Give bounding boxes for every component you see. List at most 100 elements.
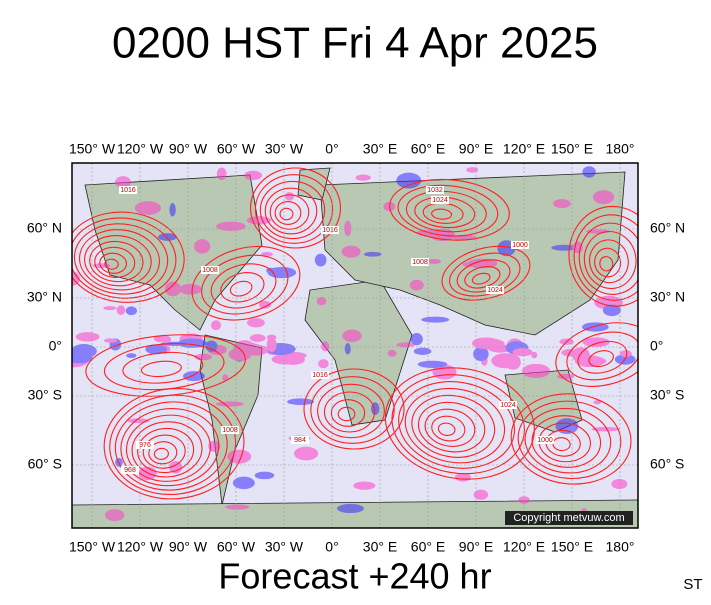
precip-patch (116, 305, 126, 316)
lon-label-bottom: 30° E (363, 539, 397, 555)
precip-patch (473, 489, 489, 500)
isobar-label-bg (499, 401, 517, 409)
precip-patch (280, 354, 305, 365)
isobar (99, 252, 128, 274)
isobar (72, 217, 177, 299)
precip-patch (593, 400, 602, 405)
lon-label-top: 120° W (117, 141, 164, 157)
isobar (73, 223, 169, 295)
isobar (72, 211, 185, 303)
isobar (531, 415, 602, 468)
precip-patch (318, 359, 329, 369)
graticule (72, 163, 638, 528)
precip-patch (505, 355, 521, 370)
isobar (588, 350, 614, 368)
isobar (524, 407, 612, 474)
precip-patch (593, 190, 615, 205)
isobar-labels: 1016 1008 1024 1032 1016 1024 1008 1000 1016 984 1… (119, 186, 554, 474)
isobar (398, 381, 516, 469)
precip-patch (216, 167, 227, 181)
isobar (220, 272, 265, 303)
precip-patch (115, 457, 123, 467)
isobar-label-bg (426, 186, 444, 194)
copyright: Copyright metvuw.com (513, 512, 624, 524)
isobar-label-bg (321, 226, 339, 234)
isobar (125, 414, 211, 482)
isobar (566, 331, 638, 381)
isobar (397, 184, 499, 237)
isobar (229, 280, 253, 297)
precip-patch (126, 353, 137, 359)
lat-label-right: 30° S (650, 387, 684, 403)
lat-label-left: 0° (49, 338, 62, 354)
lon-label-bottom: 90° W (169, 539, 208, 555)
map-frame (71, 162, 639, 529)
precip-patch (342, 329, 362, 343)
isobar (411, 394, 496, 458)
lon-label-bottom: 30° W (265, 539, 304, 555)
precip-patch (580, 356, 607, 366)
precip-patch (582, 337, 610, 347)
isobar (437, 422, 456, 437)
isobar (589, 239, 629, 284)
precip-patch (471, 337, 501, 350)
isobar (79, 229, 160, 291)
lon-label-top: 150° W (69, 141, 116, 157)
precip-patch (215, 401, 244, 407)
lat-label-left: 30° S (28, 387, 62, 403)
isobar-label: 1024 (500, 402, 516, 409)
isobar-label: 976 (139, 442, 151, 449)
precip-patch (164, 281, 181, 297)
isobar (264, 187, 318, 235)
precip-patch (363, 251, 382, 257)
lat-label-right: 60° N (650, 220, 685, 236)
isobar (471, 272, 491, 285)
precip-patch (261, 251, 273, 257)
isobar (85, 334, 246, 397)
isobar (337, 406, 356, 422)
precip-patch (254, 471, 275, 480)
precip-patch (72, 271, 80, 286)
precip-patch (259, 300, 272, 309)
map: 1016 1008 1024 1032 1016 1024 1008 1000 1016 984 1… (72, 163, 638, 528)
isobar-label: 1016 (120, 187, 136, 194)
isobar-label: 984 (294, 437, 306, 444)
isobar (254, 174, 334, 244)
isobar-label-bg (121, 466, 139, 474)
lat-label-left: 60° S (28, 456, 62, 472)
precip-patch (467, 258, 498, 269)
precip-patch (396, 172, 422, 189)
isobar-label-bg (431, 196, 449, 204)
isobar (510, 393, 632, 485)
lat-label-right: 30° N (650, 289, 685, 305)
precip-patch (396, 342, 415, 348)
isobar (140, 360, 182, 378)
isobar (323, 391, 376, 433)
precip-patch (194, 239, 211, 254)
precip-patch (161, 335, 172, 344)
isobar (568, 205, 638, 307)
isobar (517, 400, 622, 480)
isobar (310, 376, 395, 444)
precip-patch (582, 166, 596, 178)
precip-patch (336, 503, 364, 514)
isobar-label: 1016 (322, 227, 338, 234)
isobar (404, 387, 506, 464)
precip-patch (553, 199, 571, 209)
lon-label-top: 60° W (217, 141, 256, 157)
isobar-label: 1000 (537, 437, 553, 444)
isobar (89, 240, 144, 283)
isobar-label-bg (486, 286, 504, 294)
precip-patch (417, 360, 448, 368)
precip-patch (602, 304, 621, 317)
lon-label-top: 90° W (169, 141, 208, 157)
isobar-label: 1008 (202, 267, 218, 274)
isobar (153, 447, 169, 460)
precip-patch (115, 176, 131, 189)
precip-patch (531, 351, 538, 359)
isobar-label-bg (119, 186, 137, 194)
isobar-label-bg (311, 371, 329, 379)
isobar (577, 340, 628, 374)
precip-patch (591, 426, 620, 432)
